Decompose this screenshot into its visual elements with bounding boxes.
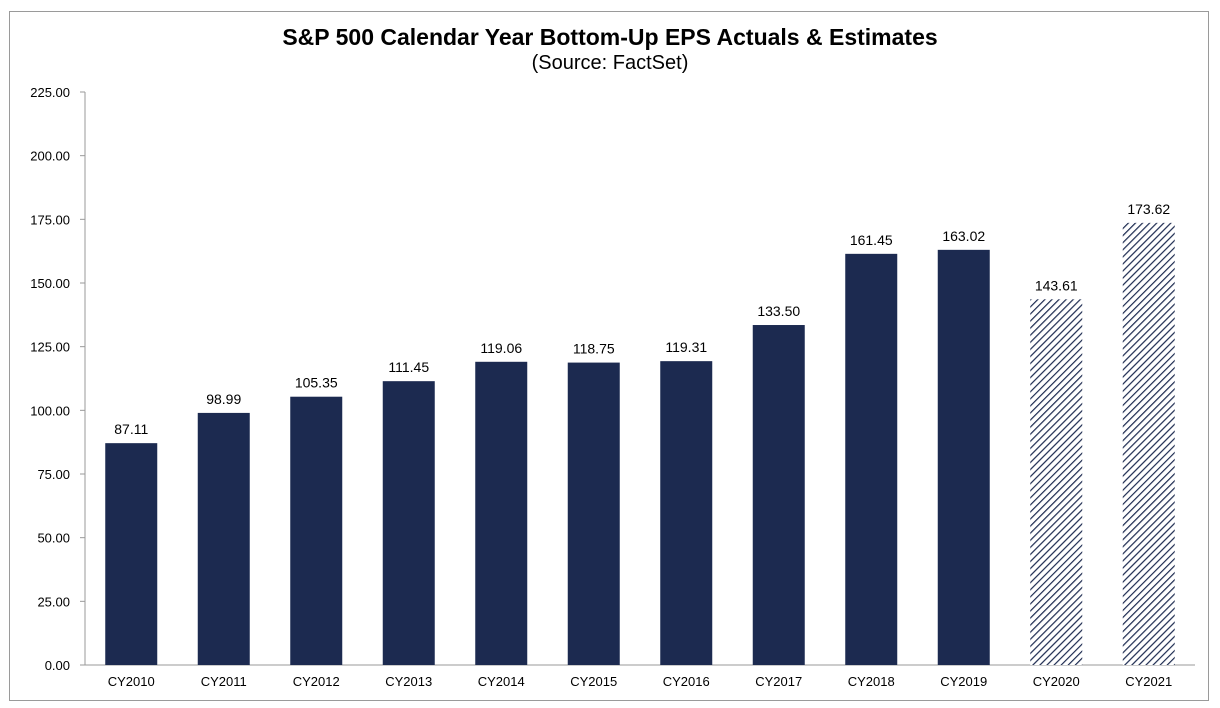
data-label: 163.02 (942, 228, 985, 244)
data-label: 87.11 (114, 421, 148, 437)
bar-estimate (1122, 222, 1175, 666)
data-label: 98.99 (206, 391, 241, 407)
chart-title: S&P 500 Calendar Year Bottom-Up EPS Actu… (282, 24, 938, 50)
x-tick-label: CY2020 (1033, 674, 1080, 689)
bar-actual (752, 325, 805, 665)
data-label: 105.35 (295, 375, 338, 391)
bar-actual (382, 381, 435, 665)
x-tick-label: CY2018 (848, 674, 895, 689)
y-tick-label: 175.00 (30, 212, 70, 227)
y-tick-label: 150.00 (30, 276, 70, 291)
bar-actual (937, 249, 990, 665)
bar-actual (845, 253, 898, 665)
x-tick-label: CY2017 (755, 674, 802, 689)
data-label: 173.62 (1127, 201, 1170, 217)
data-label: 111.45 (388, 359, 429, 375)
y-tick-label: 75.00 (37, 467, 70, 482)
data-label: 118.75 (573, 341, 615, 357)
x-tick-label: CY2019 (940, 674, 987, 689)
y-tick-label: 50.00 (37, 531, 70, 546)
bar-actual (660, 361, 713, 665)
x-tick-label: CY2013 (385, 674, 432, 689)
bar-actual (197, 412, 250, 665)
data-label: 143.61 (1035, 277, 1078, 293)
y-tick-label: 100.00 (30, 403, 70, 418)
y-tick-label: 25.00 (37, 594, 70, 609)
data-label: 161.45 (850, 232, 893, 248)
bar-estimate (1030, 299, 1083, 665)
y-tick-label: 200.00 (30, 149, 70, 164)
x-tick-label: CY2014 (478, 674, 525, 689)
x-tick-label: CY2011 (201, 674, 247, 689)
bar-actual (567, 362, 620, 665)
x-tick-label: CY2015 (570, 674, 617, 689)
data-label: 119.06 (480, 340, 522, 356)
data-label: 119.31 (665, 339, 707, 355)
bar-actual (105, 443, 158, 665)
bar-actual (475, 361, 528, 665)
x-tick-label: CY2021 (1125, 674, 1172, 689)
data-label: 133.50 (757, 303, 800, 319)
x-tick-label: CY2016 (663, 674, 710, 689)
y-tick-label: 0.00 (45, 658, 70, 673)
chart-subtitle: (Source: FactSet) (531, 52, 689, 74)
x-tick-label: CY2012 (293, 674, 340, 689)
bar-actual (290, 396, 343, 665)
y-tick-label: 225.00 (30, 85, 70, 100)
x-tick-label: CY2010 (108, 674, 155, 689)
y-tick-label: 125.00 (30, 340, 70, 355)
